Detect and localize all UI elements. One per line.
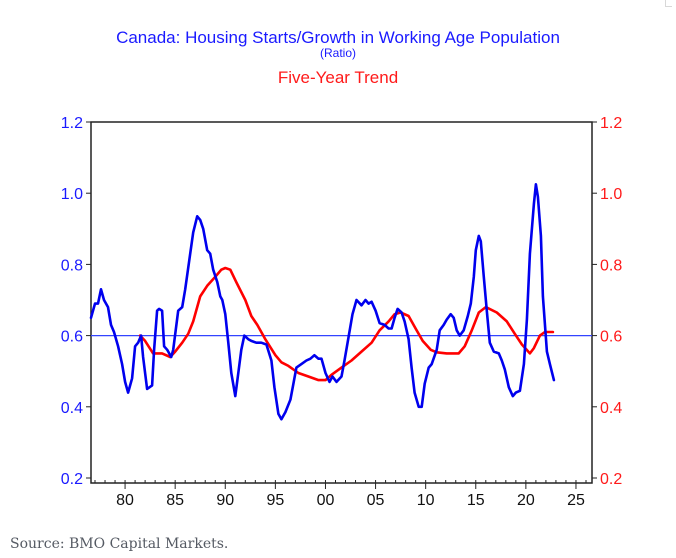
chart-title: Canada: Housing Starts/Growth in Working…	[116, 28, 560, 47]
y-tick-label-right: 0.8	[600, 257, 622, 274]
y-tick-label-right: 1.2	[600, 115, 622, 132]
y-tick-label-right: 0.2	[600, 471, 622, 488]
x-tick-label: 85	[166, 492, 184, 509]
ratio-line	[89, 183, 556, 421]
chart-subtitle: (Ratio)	[319, 46, 356, 60]
plot-frame	[90, 121, 593, 484]
y-tick-label-right: 0.4	[600, 400, 622, 417]
x-tick-label: 95	[266, 492, 284, 509]
trend-line	[138, 266, 555, 382]
x-tick-label: 00	[317, 492, 335, 509]
y-tick-label-left: 1.0	[61, 186, 83, 203]
y-tick-label-left: 0.8	[61, 257, 83, 274]
y-tick-label-left: 1.2	[61, 115, 83, 132]
x-tick-label: 15	[467, 492, 485, 509]
corner-mark	[665, 0, 672, 7]
y-tick-label-left: 0.2	[61, 471, 83, 488]
x-tick-label: 05	[367, 492, 385, 509]
y-tick-label-left: 0.6	[61, 329, 83, 346]
y-tick-label-right: 1.0	[600, 186, 622, 203]
x-tick-label: 90	[216, 492, 234, 509]
x-tick-label: 80	[116, 492, 134, 509]
x-tick-label: 20	[517, 492, 535, 509]
line-chart: 0.2 0.2 0.4 0.4 0.6 0.6 0.8 0.8 1.0 1.0 1.2 1.2 80 85…	[61, 115, 623, 509]
x-tick-label: 25	[567, 492, 585, 509]
chart-subtitle-trend: Five-Year Trend	[277, 68, 399, 87]
tick-labels: 0.2 0.2 0.4 0.4 0.6 0.6 0.8 0.8 1.0 1.0 1.2 1.2 80 85…	[61, 115, 623, 509]
series	[89, 183, 556, 421]
axes	[90, 121, 593, 484]
y-tick-label-left: 0.4	[61, 400, 83, 417]
ticks	[86, 121, 597, 489]
y-tick-label-right: 0.6	[600, 329, 622, 346]
source-note: Source: BMO Capital Markets.	[10, 536, 229, 552]
x-tick-label: 10	[417, 492, 435, 509]
